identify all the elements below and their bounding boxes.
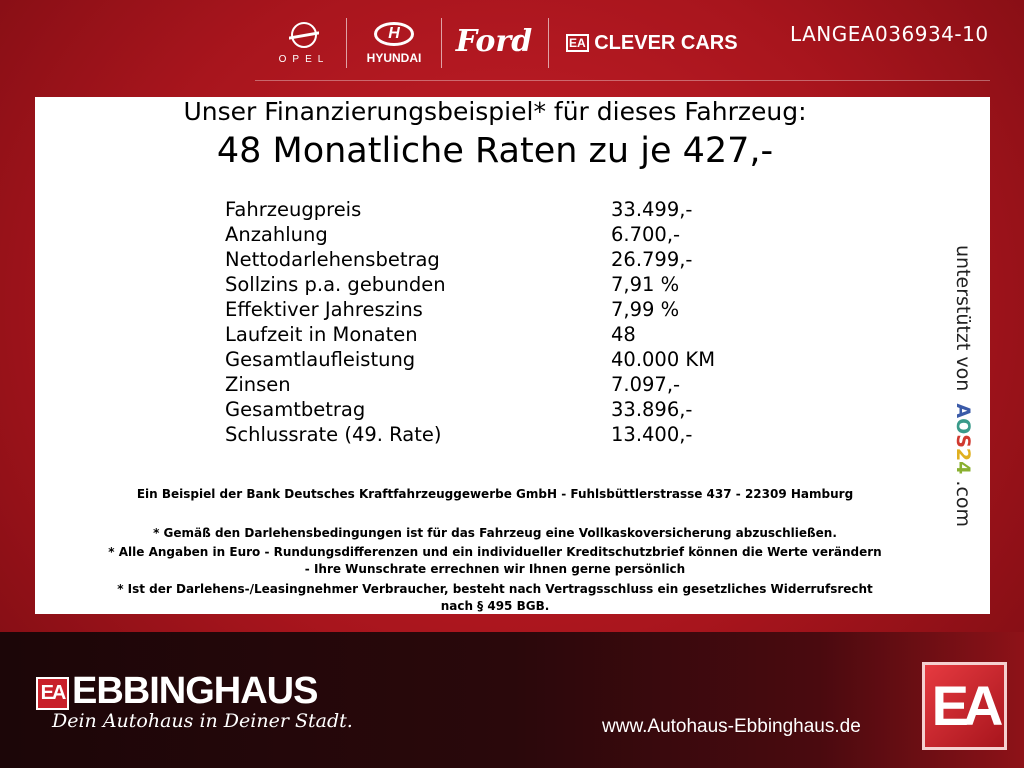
ea-badge: EA: [36, 677, 69, 710]
opel-bolt-icon: [289, 22, 319, 48]
footnote: * Alle Angaben in Euro - Rundungsdiffere…: [108, 545, 882, 559]
hyundai-logo: H HYUNDAI: [357, 22, 431, 65]
row-label: Anzahlung: [225, 223, 328, 246]
table-row: Schlussrate (49. Rate) 13.400,-: [225, 422, 825, 447]
table-row: Effektiver Jahreszins 7,99 %: [225, 297, 825, 322]
divider: [548, 18, 549, 68]
aos24-logo: AOS24: [952, 403, 974, 475]
top-header: OPEL H HYUNDAI Ford EA CLEVER CARS LANGE…: [0, 0, 1024, 90]
dealer-footer: EA EBBINGHAUS Dein Autohaus in Deiner Sta…: [0, 632, 1024, 768]
table-row: Zinsen 7.097,-: [225, 372, 825, 397]
clever-cars-logo: EA CLEVER CARS: [566, 32, 738, 55]
divider: [346, 18, 347, 68]
divider: [441, 18, 442, 68]
table-row: Sollzins p.a. gebunden 7,91 %: [225, 272, 825, 297]
table-row: Gesamtbetrag 33.896,-: [225, 397, 825, 422]
table-row: Gesamtlaufleistung 40.000 KM: [225, 347, 825, 372]
row-label: Schlussrate (49. Rate): [225, 423, 442, 446]
row-value: 7.097,-: [611, 373, 681, 396]
ea-logo-icon: EA: [922, 662, 1007, 750]
hyundai-h-icon: H: [374, 22, 414, 46]
headline: Unser Finanzierungsbeispiel* für dieses …: [183, 97, 807, 126]
reference-code: LANGEA036934-10: [790, 22, 989, 46]
row-label: Laufzeit in Monaten: [225, 323, 418, 346]
ford-logo: Ford: [455, 24, 533, 59]
opel-logo: OPEL: [276, 22, 332, 65]
support-prefix: unterstützt von: [952, 245, 974, 392]
footnote: * Ist der Darlehens-/Leasingnehmer Verbr…: [117, 582, 873, 596]
dealer-website-link[interactable]: www.Autohaus-Ebbinghaus.de: [602, 716, 861, 737]
row-value: 40.000 KM: [611, 348, 716, 371]
ebbinghaus-logo: EA EBBINGHAUS: [36, 670, 318, 713]
row-value: 33.896,-: [611, 398, 693, 421]
monthly-rate-headline: 48 Monatliche Raten zu je 427,-: [216, 131, 774, 171]
row-value: 13.400,-: [611, 423, 693, 446]
aos24-support-note: unterstützt von AOS24 .com: [952, 245, 974, 527]
table-row: Fahrzeugpreis 33.499,-: [225, 197, 825, 222]
row-value: 33.499,-: [611, 198, 693, 221]
row-value: 48: [611, 323, 636, 346]
footnote: nach § 495 BGB.: [440, 599, 550, 613]
table-row: Anzahlung 6.700,-: [225, 222, 825, 247]
row-label: Fahrzeugpreis: [225, 198, 362, 221]
row-label: Effektiver Jahreszins: [225, 298, 423, 321]
footnote: * Gemäß den Darlehensbedingungen ist für…: [153, 526, 837, 540]
dealer-slogan: Dein Autohaus in Deiner Stadt.: [52, 710, 353, 732]
bank-note: Ein Beispiel der Bank Deutsches Kraftfah…: [136, 487, 854, 501]
divider: [255, 80, 990, 81]
row-label: Nettodarlehensbetrag: [225, 248, 440, 271]
row-value: 7,99 %: [611, 298, 680, 321]
table-row: Nettodarlehensbetrag 26.799,-: [225, 247, 825, 272]
table-row: Laufzeit in Monaten 48: [225, 322, 825, 347]
support-suffix: .com: [952, 480, 974, 528]
dealer-name: EBBINGHAUS: [72, 670, 318, 712]
row-label: Gesamtbetrag: [225, 398, 366, 421]
row-label: Zinsen: [225, 373, 291, 396]
row-value: 26.799,-: [611, 248, 693, 271]
row-value: 7,91 %: [611, 273, 680, 296]
financing-card: Unser Finanzierungsbeispiel* für dieses …: [35, 97, 990, 614]
row-label: Gesamtlaufleistung: [225, 348, 416, 371]
row-value: 6.700,-: [611, 223, 681, 246]
footnote: - Ihre Wunschrate errechnen wir Ihnen ge…: [304, 562, 686, 576]
row-label: Sollzins p.a. gebunden: [225, 273, 446, 296]
